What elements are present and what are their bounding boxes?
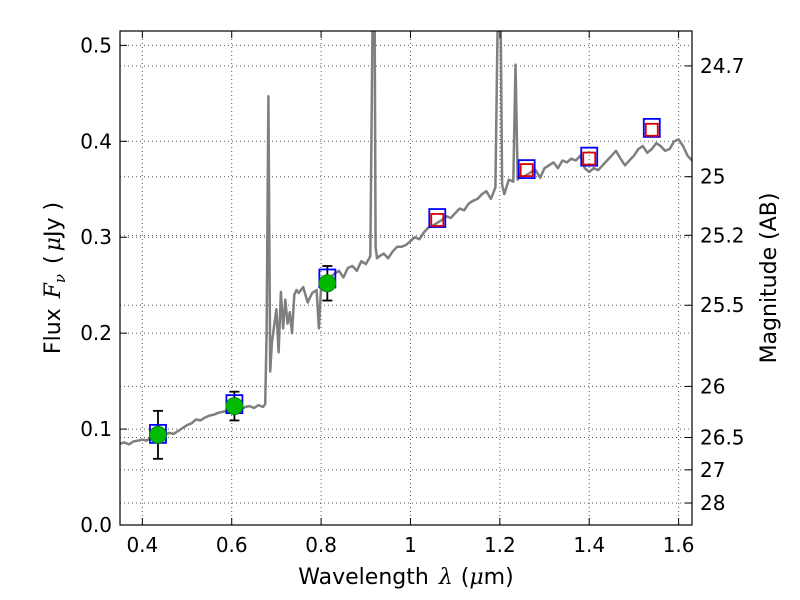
x-axis-label-unit-open: ( bbox=[461, 565, 470, 590]
model-photometry-square bbox=[642, 117, 661, 138]
y-tick-label: 0.2 bbox=[80, 321, 112, 345]
y-axis-label-unit-open: ( bbox=[41, 255, 66, 264]
y-axis-label-text: Flux bbox=[41, 308, 66, 354]
model-photometry-square bbox=[517, 159, 536, 180]
y-tick-label: 0.5 bbox=[80, 33, 112, 57]
y-tick-label: 0.3 bbox=[80, 225, 112, 249]
y-axis-label-unit-symbol: μ bbox=[41, 237, 66, 251]
y-axis-ticks: 0.0 0.1 0.2 0.3 0.4 0.5 bbox=[80, 33, 127, 537]
y-tick-label: 0.1 bbox=[80, 417, 112, 441]
x-tick-label: 0.8 bbox=[305, 533, 337, 557]
magnitude-tick-label: 26.5 bbox=[700, 426, 745, 450]
x-tick-label: 1.6 bbox=[663, 533, 695, 557]
y-axis-label: Flux Fν ( μJy ) bbox=[41, 202, 69, 354]
observed-photometry-point bbox=[149, 425, 167, 444]
magnitude-tick-label: 28 bbox=[700, 491, 725, 515]
model-sed-line bbox=[120, 31, 692, 446]
y-tick-label: 0.0 bbox=[80, 513, 112, 537]
model-photometry-square bbox=[428, 208, 447, 228]
y-tick-label: 0.4 bbox=[80, 129, 112, 153]
magnitude-tick-label: 25.2 bbox=[700, 223, 745, 247]
magnitude-gridlines bbox=[120, 65, 692, 504]
x-axis-label-text: Wavelength bbox=[298, 565, 429, 590]
observed-photometry-point bbox=[225, 397, 244, 415]
model-photometry-square bbox=[580, 146, 599, 167]
x-axis-label-unit-close: m) bbox=[484, 565, 514, 590]
photometry-markers bbox=[149, 117, 661, 460]
upper-limit-square bbox=[644, 122, 659, 137]
upper-limit-square bbox=[430, 213, 445, 227]
y-gridlines bbox=[120, 44, 692, 526]
magnitude-tick-label: 26 bbox=[700, 374, 725, 398]
magnitude-axis-ticks: 24.7 25 25.2 25.5 26 26.5 27 28 bbox=[685, 54, 745, 515]
x-tick-label: 1.4 bbox=[573, 533, 605, 557]
x-tick-label: 0.4 bbox=[126, 533, 158, 557]
x-axis-label-unit-symbol: μ bbox=[469, 565, 483, 590]
upper-limit-square bbox=[519, 163, 534, 177]
upper-limit-square bbox=[582, 151, 597, 166]
magnitude-axis-label: Magnitude (AB) bbox=[757, 193, 782, 364]
x-gridlines bbox=[141, 31, 680, 525]
x-axis-ticks: 0.4 0.6 0.8 1 1.2 1.4 1.6 bbox=[126, 31, 695, 557]
x-axis-label-symbol: λ bbox=[438, 565, 453, 590]
y-axis-label-unit-close: Jy ) bbox=[41, 202, 66, 239]
magnitude-tick-label: 27 bbox=[700, 458, 725, 482]
observed-photometry-point bbox=[318, 274, 337, 293]
magnitude-tick-label: 25.5 bbox=[700, 293, 745, 317]
plot-frame bbox=[119, 30, 693, 526]
x-tick-label: 1.2 bbox=[484, 533, 516, 557]
magnitude-tick-label: 24.7 bbox=[700, 54, 745, 78]
x-axis-label: Wavelength λ (μm) bbox=[298, 565, 513, 590]
y-axis-label-symbol-sub: ν bbox=[51, 274, 69, 283]
x-tick-label: 1 bbox=[404, 533, 417, 557]
magnitude-tick-label: 25 bbox=[700, 165, 725, 189]
x-tick-label: 0.6 bbox=[216, 533, 248, 557]
y-axis-label-symbol: F bbox=[41, 282, 66, 299]
